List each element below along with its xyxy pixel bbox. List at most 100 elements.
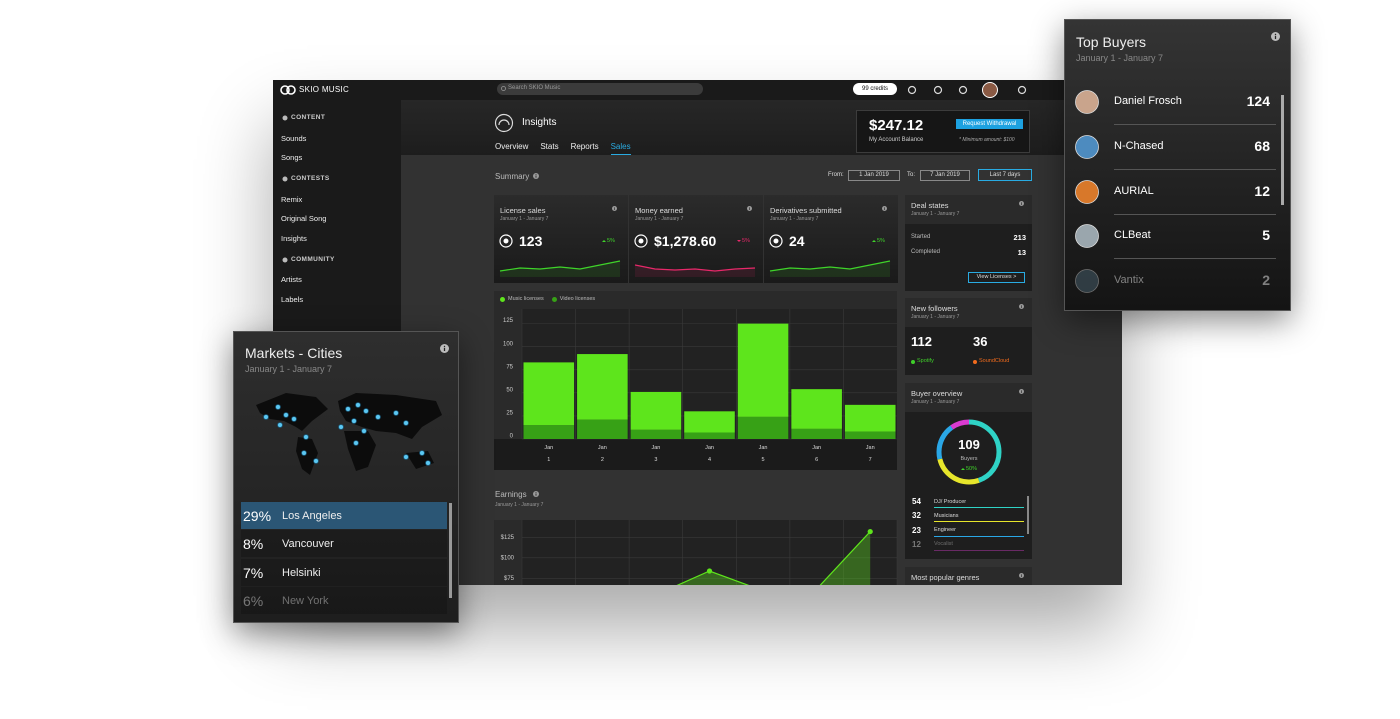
- card-value: 123: [519, 233, 543, 249]
- to-date[interactable]: 7 Jan 2019: [920, 170, 970, 181]
- sparkline-area: [635, 265, 755, 277]
- info-icon: [612, 206, 617, 211]
- sidebar-item[interactable]: Artists: [281, 275, 302, 284]
- info-icon: [533, 491, 539, 497]
- section-icon: [282, 176, 288, 182]
- avatar-circle: [1075, 90, 1099, 114]
- from-date[interactable]: 1 Jan 2019: [848, 170, 900, 181]
- info-dot: [535, 492, 537, 494]
- sidebar-item[interactable]: Labels: [281, 294, 304, 304]
- panel-title: Most popular genres: [911, 573, 980, 582]
- bar-segment: [577, 419, 628, 439]
- sidebar-item[interactable]: Remix: [281, 194, 303, 204]
- row-divider: [1114, 124, 1276, 125]
- market-share: 29%: [243, 508, 272, 524]
- segment-name: Musicians: [934, 512, 959, 519]
- segment-name: DJ/ Producer: [934, 498, 967, 505]
- segment-value: 12: [912, 539, 921, 549]
- market-share: 7%: [243, 564, 264, 581]
- x-tick-label: Jan 2: [597, 445, 607, 463]
- summary-card: Derivatives submitted January 1 - January…: [764, 195, 898, 283]
- line-point: [706, 568, 713, 574]
- icon-shape: [498, 119, 510, 126]
- market-row[interactable]: [241, 558, 447, 586]
- withdraw-button[interactable]: Request Withdrawal: [956, 119, 1023, 129]
- sparkline: [499, 260, 621, 277]
- info-dot: [1021, 304, 1022, 306]
- info-stem: [535, 493, 537, 496]
- balance-note: * Minimum amount: $100: [959, 137, 1015, 143]
- card-change: 5%: [877, 238, 885, 244]
- credits-badge[interactable]: 99 credits: [853, 83, 897, 95]
- legend-label: Video licenses: [559, 296, 596, 302]
- segment-name: Vocalist: [934, 541, 953, 548]
- panel-title: Deal states: [911, 201, 949, 210]
- icon-shape: [282, 257, 288, 262]
- donut-total: 109: [958, 437, 980, 452]
- balance-box: $247.12 My Account Balance Request Withdra…: [856, 110, 1030, 153]
- donut-segment: [936, 419, 1002, 485]
- sidebar-item[interactable]: Insights: [281, 233, 307, 243]
- city-dot: [338, 424, 344, 430]
- info-icon: [1019, 573, 1024, 578]
- buyer-name: AURIAL: [1114, 184, 1154, 197]
- info-stem: [1021, 306, 1022, 308]
- view-licenses-button[interactable]: View Licenses >: [968, 272, 1025, 283]
- new-followers-panel: New followers January 1 - January 7 112 Spo…: [905, 298, 1032, 375]
- row-divider: [1114, 213, 1276, 215]
- markets-panel: Markets - Cities January 1 - January 7 29%…: [233, 331, 459, 623]
- city-dot: [263, 414, 269, 420]
- avatar-circle: [1075, 224, 1099, 249]
- buyer-count: 68: [1254, 137, 1270, 154]
- buyer-count: 2: [1262, 272, 1270, 289]
- tab[interactable]: Stats: [540, 142, 559, 151]
- market-city: Helsinki: [282, 566, 321, 579]
- deal-label: Started: [911, 234, 931, 240]
- to-label: To:: [907, 172, 916, 178]
- section-icon: [282, 257, 288, 262]
- sidebar-item[interactable]: Songs: [281, 153, 303, 162]
- scrollbar: [1281, 95, 1284, 205]
- info-icon: [1271, 32, 1280, 41]
- market-row[interactable]: [241, 530, 447, 558]
- range-select[interactable]: Last 7 days: [978, 169, 1032, 181]
- icon-shape: [933, 85, 943, 95]
- x-tick-label: Jan 4: [705, 445, 714, 463]
- market-row[interactable]: [241, 502, 447, 529]
- info-icon: [882, 206, 887, 211]
- buyer-count: 12: [1254, 182, 1270, 199]
- trend-arrow: [961, 468, 965, 470]
- bar-segment: [737, 323, 789, 417]
- legend-item: Music licenses: [500, 296, 544, 302]
- panel-dates: January 1 - January 7: [911, 314, 960, 320]
- buyer-count: 124: [1246, 93, 1270, 109]
- tab[interactable]: Overview: [495, 142, 529, 151]
- scrollbar: [1027, 496, 1029, 534]
- donut-chart: [936, 419, 1002, 485]
- buyer-avatar: [1075, 269, 1099, 294]
- tab[interactable]: Sales: [610, 142, 631, 155]
- top-bar-icon: [933, 85, 943, 95]
- sidebar-section-title: COMMUNITY: [291, 255, 335, 263]
- earnings-dates: January 1 - January 7: [495, 502, 544, 508]
- panel-title: Buyer overview: [911, 389, 963, 398]
- info-dot: [535, 174, 537, 176]
- earnings-panel: $75 $100 $125: [494, 520, 898, 585]
- sidebar-item[interactable]: Original Song: [281, 214, 327, 223]
- info-dot: [1021, 201, 1022, 203]
- line-area: [678, 531, 871, 585]
- info-dot: [1274, 33, 1277, 36]
- market-row[interactable]: [241, 586, 447, 614]
- sparkline-area: [770, 261, 890, 277]
- search-box[interactable]: Search SKIO Music: [497, 83, 703, 95]
- card-dates: January 1 - January 7: [500, 216, 549, 222]
- icon-shape: [769, 234, 783, 248]
- buyer-name: N-Chased: [1114, 139, 1164, 152]
- sparkline: [769, 260, 891, 277]
- donut-segment: [936, 419, 1002, 485]
- tab[interactable]: Reports: [570, 142, 599, 151]
- donut-label: Buyers: [960, 456, 978, 462]
- panel-body: [905, 412, 1032, 559]
- market-city: Vancouver: [282, 538, 334, 551]
- sidebar-item[interactable]: Sounds: [281, 133, 307, 143]
